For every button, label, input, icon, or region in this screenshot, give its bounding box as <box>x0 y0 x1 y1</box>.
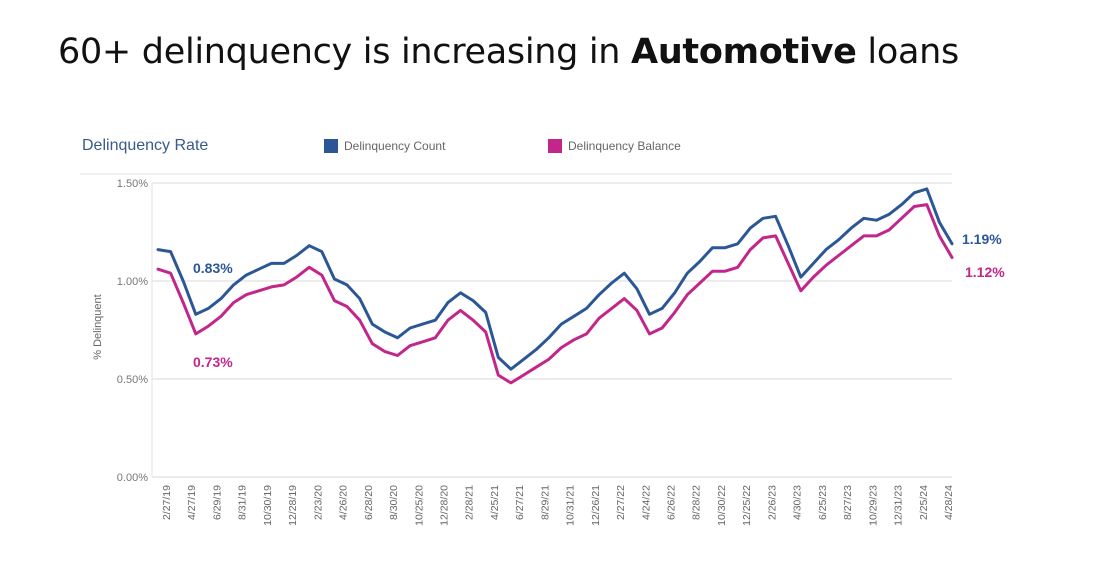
x-tick-label: 2/25/24 <box>918 485 930 520</box>
x-tick-label: 2/27/19 <box>161 485 173 520</box>
y-tick-label: 0.50% <box>117 374 148 386</box>
y-axis-label: % Delinquent <box>92 294 104 359</box>
y-tick-layer: 0.00% 0.50% 1.00% 1.50% <box>117 178 148 484</box>
x-tick-label: 4/25/21 <box>489 485 501 520</box>
x-tick-label: 10/25/20 <box>413 485 425 526</box>
x-tick-label: 12/31/23 <box>893 485 905 526</box>
x-tick-label: 6/27/21 <box>514 485 526 520</box>
end-label-count: 1.19% <box>962 231 1002 247</box>
legend-swatch-balance <box>548 139 562 153</box>
x-tick-label: 10/30/19 <box>262 485 274 526</box>
series-line-count <box>156 187 954 371</box>
title-prefix: 60+ delinquency is increasing in <box>58 32 632 72</box>
x-tick-label: 4/24/22 <box>640 485 652 520</box>
x-tick-layer: 2/27/19 4/27/19 6/29/19 8/31/19 10/30/19 12/2… <box>161 485 955 526</box>
end-label-balance: 1.12% <box>965 264 1005 280</box>
x-tick-label: 12/26/21 <box>590 485 602 526</box>
y-tick-label: 1.50% <box>117 178 148 190</box>
x-tick-label: 6/29/19 <box>212 485 224 520</box>
x-tick-label: 6/28/20 <box>363 485 375 520</box>
x-tick-label: 12/25/22 <box>741 485 753 526</box>
x-tick-label: 6/25/23 <box>817 485 829 520</box>
x-tick-label: 6/26/22 <box>666 485 678 520</box>
legend-label-count: Delinquency Count <box>344 139 446 153</box>
x-tick-label: 10/29/23 <box>867 485 879 526</box>
data-label-layer: 0.83% 0.73% 1.19% 1.12% <box>193 231 1005 370</box>
title-suffix: loans <box>856 32 959 72</box>
x-tick-label: 12/28/20 <box>439 485 451 526</box>
x-tick-label: 8/30/20 <box>388 485 400 520</box>
slide-title: 60+ delinquency is increasing in Automot… <box>58 32 959 72</box>
legend-label-balance: Delinquency Balance <box>568 139 681 153</box>
x-tick-label: 2/27/22 <box>615 485 627 520</box>
x-tick-label: 2/26/23 <box>766 485 778 520</box>
chart-title: Delinquency Rate <box>82 137 208 154</box>
x-tick-label: 2/23/20 <box>312 485 324 520</box>
x-tick-label: 8/27/23 <box>842 485 854 520</box>
x-tick-label: 4/27/19 <box>186 485 198 520</box>
x-tick-label: 10/31/21 <box>565 485 577 526</box>
x-tick-label: 2/28/21 <box>464 485 476 520</box>
y-tick-label: 1.00% <box>117 276 148 288</box>
x-tick-label: 4/26/20 <box>338 485 350 520</box>
callout-label-count: 0.83% <box>193 260 233 276</box>
x-tick-label: 8/28/22 <box>691 485 703 520</box>
y-tick-label: 0.00% <box>117 472 148 484</box>
x-tick-label: 12/28/19 <box>287 485 299 526</box>
x-tick-label: 10/30/22 <box>716 485 728 526</box>
x-tick-label: 4/28/24 <box>943 485 955 520</box>
legend-swatch-count <box>324 139 338 153</box>
x-tick-label: 4/30/23 <box>792 485 804 520</box>
callout-label-balance: 0.73% <box>193 354 233 370</box>
series-layer <box>156 187 954 385</box>
title-bold: Automotive <box>631 32 857 72</box>
series-line-balance <box>156 203 954 385</box>
x-tick-label: 8/29/21 <box>539 485 551 520</box>
x-tick-label: 8/31/19 <box>237 485 249 520</box>
grid-layer <box>80 173 952 478</box>
